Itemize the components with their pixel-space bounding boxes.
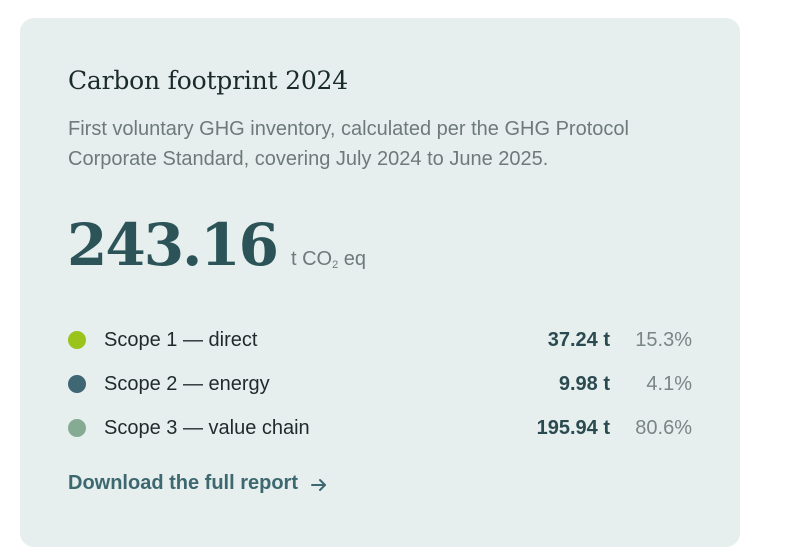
scope-row-1: Scope 1 — direct 37.24 t 15.3% bbox=[68, 318, 692, 362]
scope-3-amount: 195.94 t bbox=[536, 416, 610, 439]
scope-list: Scope 1 — direct 37.24 t 15.3% Scope 2 —… bbox=[68, 318, 692, 450]
arrow-right-icon bbox=[310, 476, 328, 492]
card-title: Carbon footprint 2024 bbox=[68, 66, 348, 95]
scope-3-color-dot bbox=[68, 419, 86, 437]
scope-1-color-dot bbox=[68, 331, 86, 349]
scope-1-percent: 15.3% bbox=[635, 328, 692, 351]
scope-2-label: Scope 2 — energy bbox=[104, 372, 270, 395]
scope-3-percent: 80.6% bbox=[635, 416, 692, 439]
scope-2-percent: 4.1% bbox=[646, 372, 692, 395]
scope-2-amount: 9.98 t bbox=[558, 372, 610, 395]
scope-row-3: Scope 3 — value chain 195.94 t 80.6% bbox=[68, 406, 692, 450]
total-value: 243.16 bbox=[67, 211, 279, 279]
total-unit: t CO2 eq bbox=[291, 248, 366, 271]
total-emissions: 243.16 t CO2 eq bbox=[67, 216, 366, 274]
scope-2-color-dot bbox=[68, 375, 86, 393]
scope-3-label: Scope 3 — value chain bbox=[104, 416, 310, 439]
download-report-label: Download the full report bbox=[68, 472, 298, 494]
scope-1-amount: 37.24 t bbox=[547, 328, 610, 351]
card-subtitle: First voluntary GHG inventory, calculate… bbox=[68, 118, 629, 170]
download-report-link[interactable]: Download the full report bbox=[68, 472, 328, 495]
scope-1-label: Scope 1 — direct bbox=[104, 328, 258, 351]
unit-suffix: eq bbox=[338, 248, 367, 270]
unit-prefix: t CO bbox=[290, 248, 333, 270]
scope-row-2: Scope 2 — energy 9.98 t 4.1% bbox=[68, 362, 692, 406]
carbon-footprint-card: Carbon footprint 2024 First voluntary GH… bbox=[20, 18, 740, 547]
unit-subscript: 2 bbox=[332, 259, 339, 271]
